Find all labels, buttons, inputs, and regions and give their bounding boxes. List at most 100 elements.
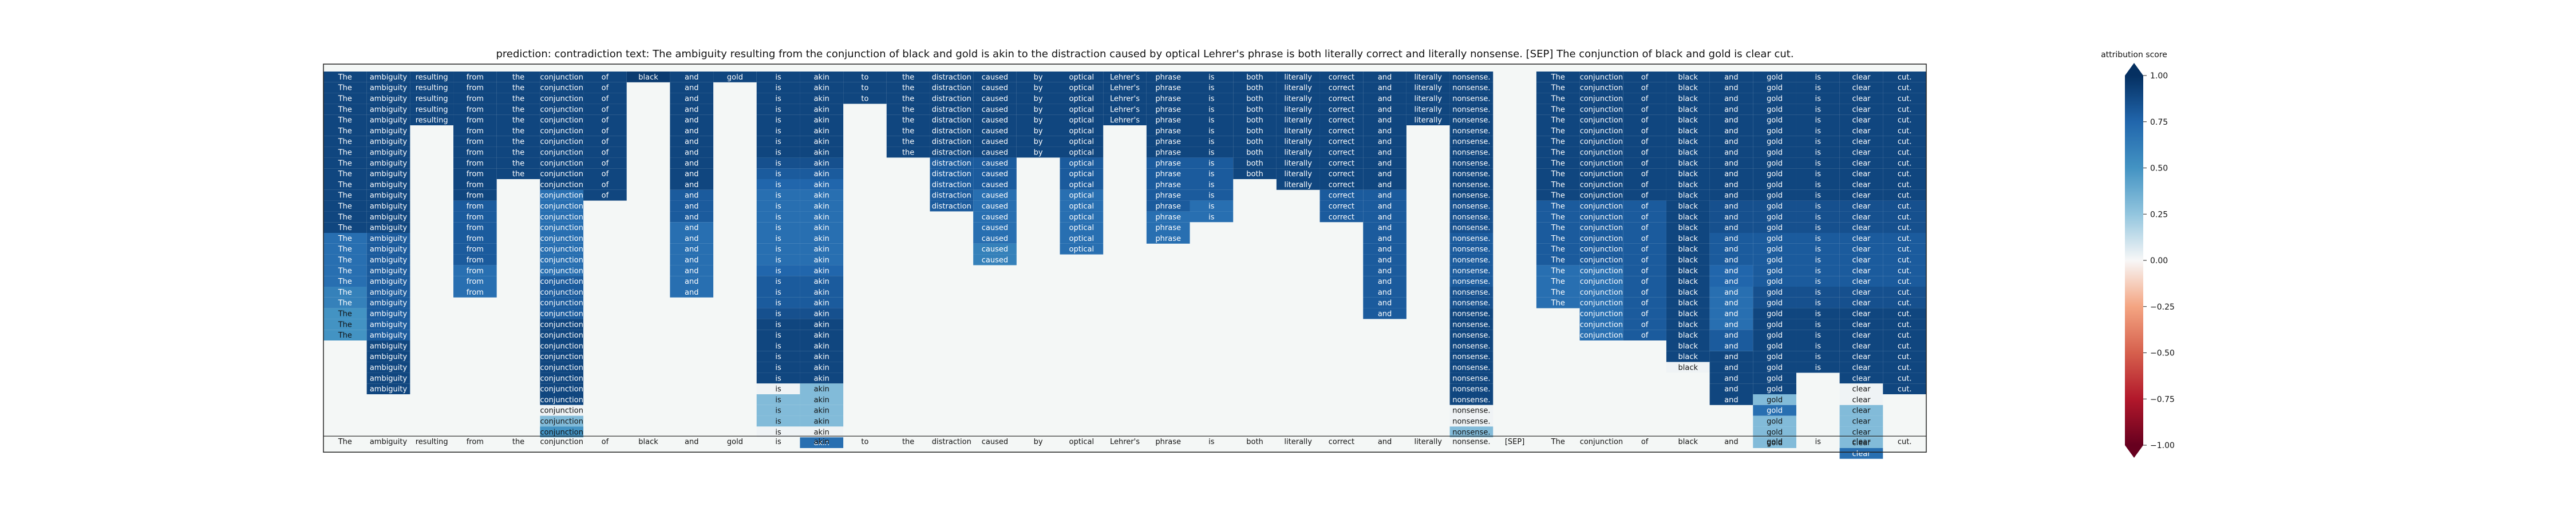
heatmap-cell [540, 136, 584, 147]
x-tick-label: ambiguity [370, 438, 408, 446]
heatmap-cell [1883, 362, 1926, 373]
heatmap-cell [1623, 168, 1666, 179]
heatmap-cell [1753, 233, 1796, 244]
x-tick-label: the [512, 438, 524, 446]
cell-label: clear [1852, 439, 1871, 447]
cell-label: to [861, 84, 868, 93]
heatmap-cell [1796, 330, 1840, 340]
heatmap-cell [1579, 254, 1623, 266]
cell-label: the [512, 170, 524, 179]
heatmap-cell [800, 136, 844, 147]
heatmap-cell [453, 125, 497, 136]
heatmap-cell [930, 136, 974, 147]
heatmap-cell [1839, 168, 1883, 179]
heatmap-cell [670, 136, 714, 147]
heatmap-cell [540, 200, 584, 212]
cell-label: optical [1069, 181, 1094, 189]
cell-label: black [1678, 235, 1698, 243]
cell-label: from [467, 149, 484, 157]
x-tick-label: literally [1284, 438, 1312, 446]
cell-label: conjunction [1580, 245, 1623, 254]
heatmap-cell [1623, 330, 1666, 340]
heatmap-cell [1883, 146, 1926, 158]
cell-label: caused [982, 224, 1008, 232]
cell-label: conjunction [540, 320, 583, 329]
heatmap-cell [670, 265, 714, 276]
heatmap-cell [1883, 179, 1926, 190]
heatmap-cell [1190, 72, 1234, 82]
heatmap-cell [1883, 104, 1926, 115]
heatmap-cell [1753, 200, 1796, 212]
heatmap-cell [756, 157, 800, 169]
cell-label: conjunction [1580, 235, 1623, 243]
heatmap-cell [1579, 189, 1623, 201]
cell-label: black [1678, 181, 1698, 189]
heatmap-cell [583, 157, 627, 169]
heatmap-cell [1406, 114, 1450, 125]
heatmap-cell [1883, 340, 1926, 351]
heatmap-cell [1709, 297, 1753, 308]
cell-label: The [1551, 224, 1565, 232]
cell-label: conjunction [540, 299, 583, 308]
cell-label: and [685, 235, 698, 243]
heatmap-cell [1103, 82, 1147, 93]
heatmap-cell [1449, 415, 1494, 427]
cell-label: clear [1852, 256, 1871, 265]
cell-label: gold [1767, 116, 1783, 125]
heatmap-cell [1883, 222, 1926, 233]
cell-label: optical [1069, 73, 1094, 82]
heatmap-cell [1796, 233, 1840, 244]
cell-label: the [902, 73, 914, 82]
heatmap-cell [1753, 179, 1796, 190]
heatmap-cell [1579, 319, 1623, 330]
cell-label: conjunction [540, 396, 583, 405]
cell-label: The [1551, 181, 1565, 189]
cell-label: of [602, 105, 609, 114]
cell-label: conjunction [1580, 224, 1623, 232]
heatmap-cell [1146, 72, 1190, 82]
cell-label: nonsense. [1452, 127, 1490, 136]
heatmap-cell [1623, 125, 1666, 136]
cell-label: black [1678, 116, 1698, 125]
cell-label: black [1678, 364, 1698, 373]
heatmap-cell [756, 383, 800, 394]
cell-label: and [1724, 192, 1738, 200]
heatmap-cell [540, 330, 584, 340]
cell-label: The [338, 331, 352, 340]
heatmap-cell [756, 319, 800, 330]
heatmap-cell [1406, 82, 1450, 93]
heatmap-cell [1319, 179, 1364, 190]
x-tick-label: of [602, 438, 609, 446]
cell-label: nonsense. [1452, 235, 1490, 243]
heatmap-cell [1623, 233, 1666, 244]
cell-label: gold [1767, 235, 1783, 243]
heatmap-cell [410, 104, 454, 115]
cell-label: is [1208, 116, 1215, 125]
colorbar-tick-label: 1.00 [2150, 72, 2168, 81]
heatmap-cell [496, 157, 540, 169]
heatmap-cell [1060, 179, 1104, 190]
heatmap-cell [1016, 136, 1060, 147]
heatmap-cell [800, 340, 844, 351]
heatmap-cell [1709, 82, 1753, 93]
cell-label: is [1815, 84, 1822, 93]
heatmap-cell [973, 233, 1017, 244]
cell-label: cut. [1898, 374, 1912, 383]
heatmap-cell [1060, 136, 1104, 147]
heatmap-cell [1319, 157, 1364, 169]
heatmap-cell [1579, 146, 1623, 158]
cell-label: and [1378, 105, 1392, 114]
heatmap-cell [1449, 179, 1494, 190]
heatmap-cell [1883, 157, 1926, 169]
heatmap-cell [1146, 200, 1190, 212]
heatmap-cell [1146, 189, 1190, 201]
cell-label: caused [982, 245, 1008, 254]
cell-label: cut. [1898, 331, 1912, 340]
heatmap-cell [1579, 93, 1623, 104]
cell-label: ambiguity [370, 116, 408, 125]
heatmap-cell [1623, 308, 1666, 319]
cell-label: cut. [1898, 235, 1912, 243]
heatmap-cell [1579, 308, 1623, 319]
heatmap-cell [756, 168, 800, 179]
